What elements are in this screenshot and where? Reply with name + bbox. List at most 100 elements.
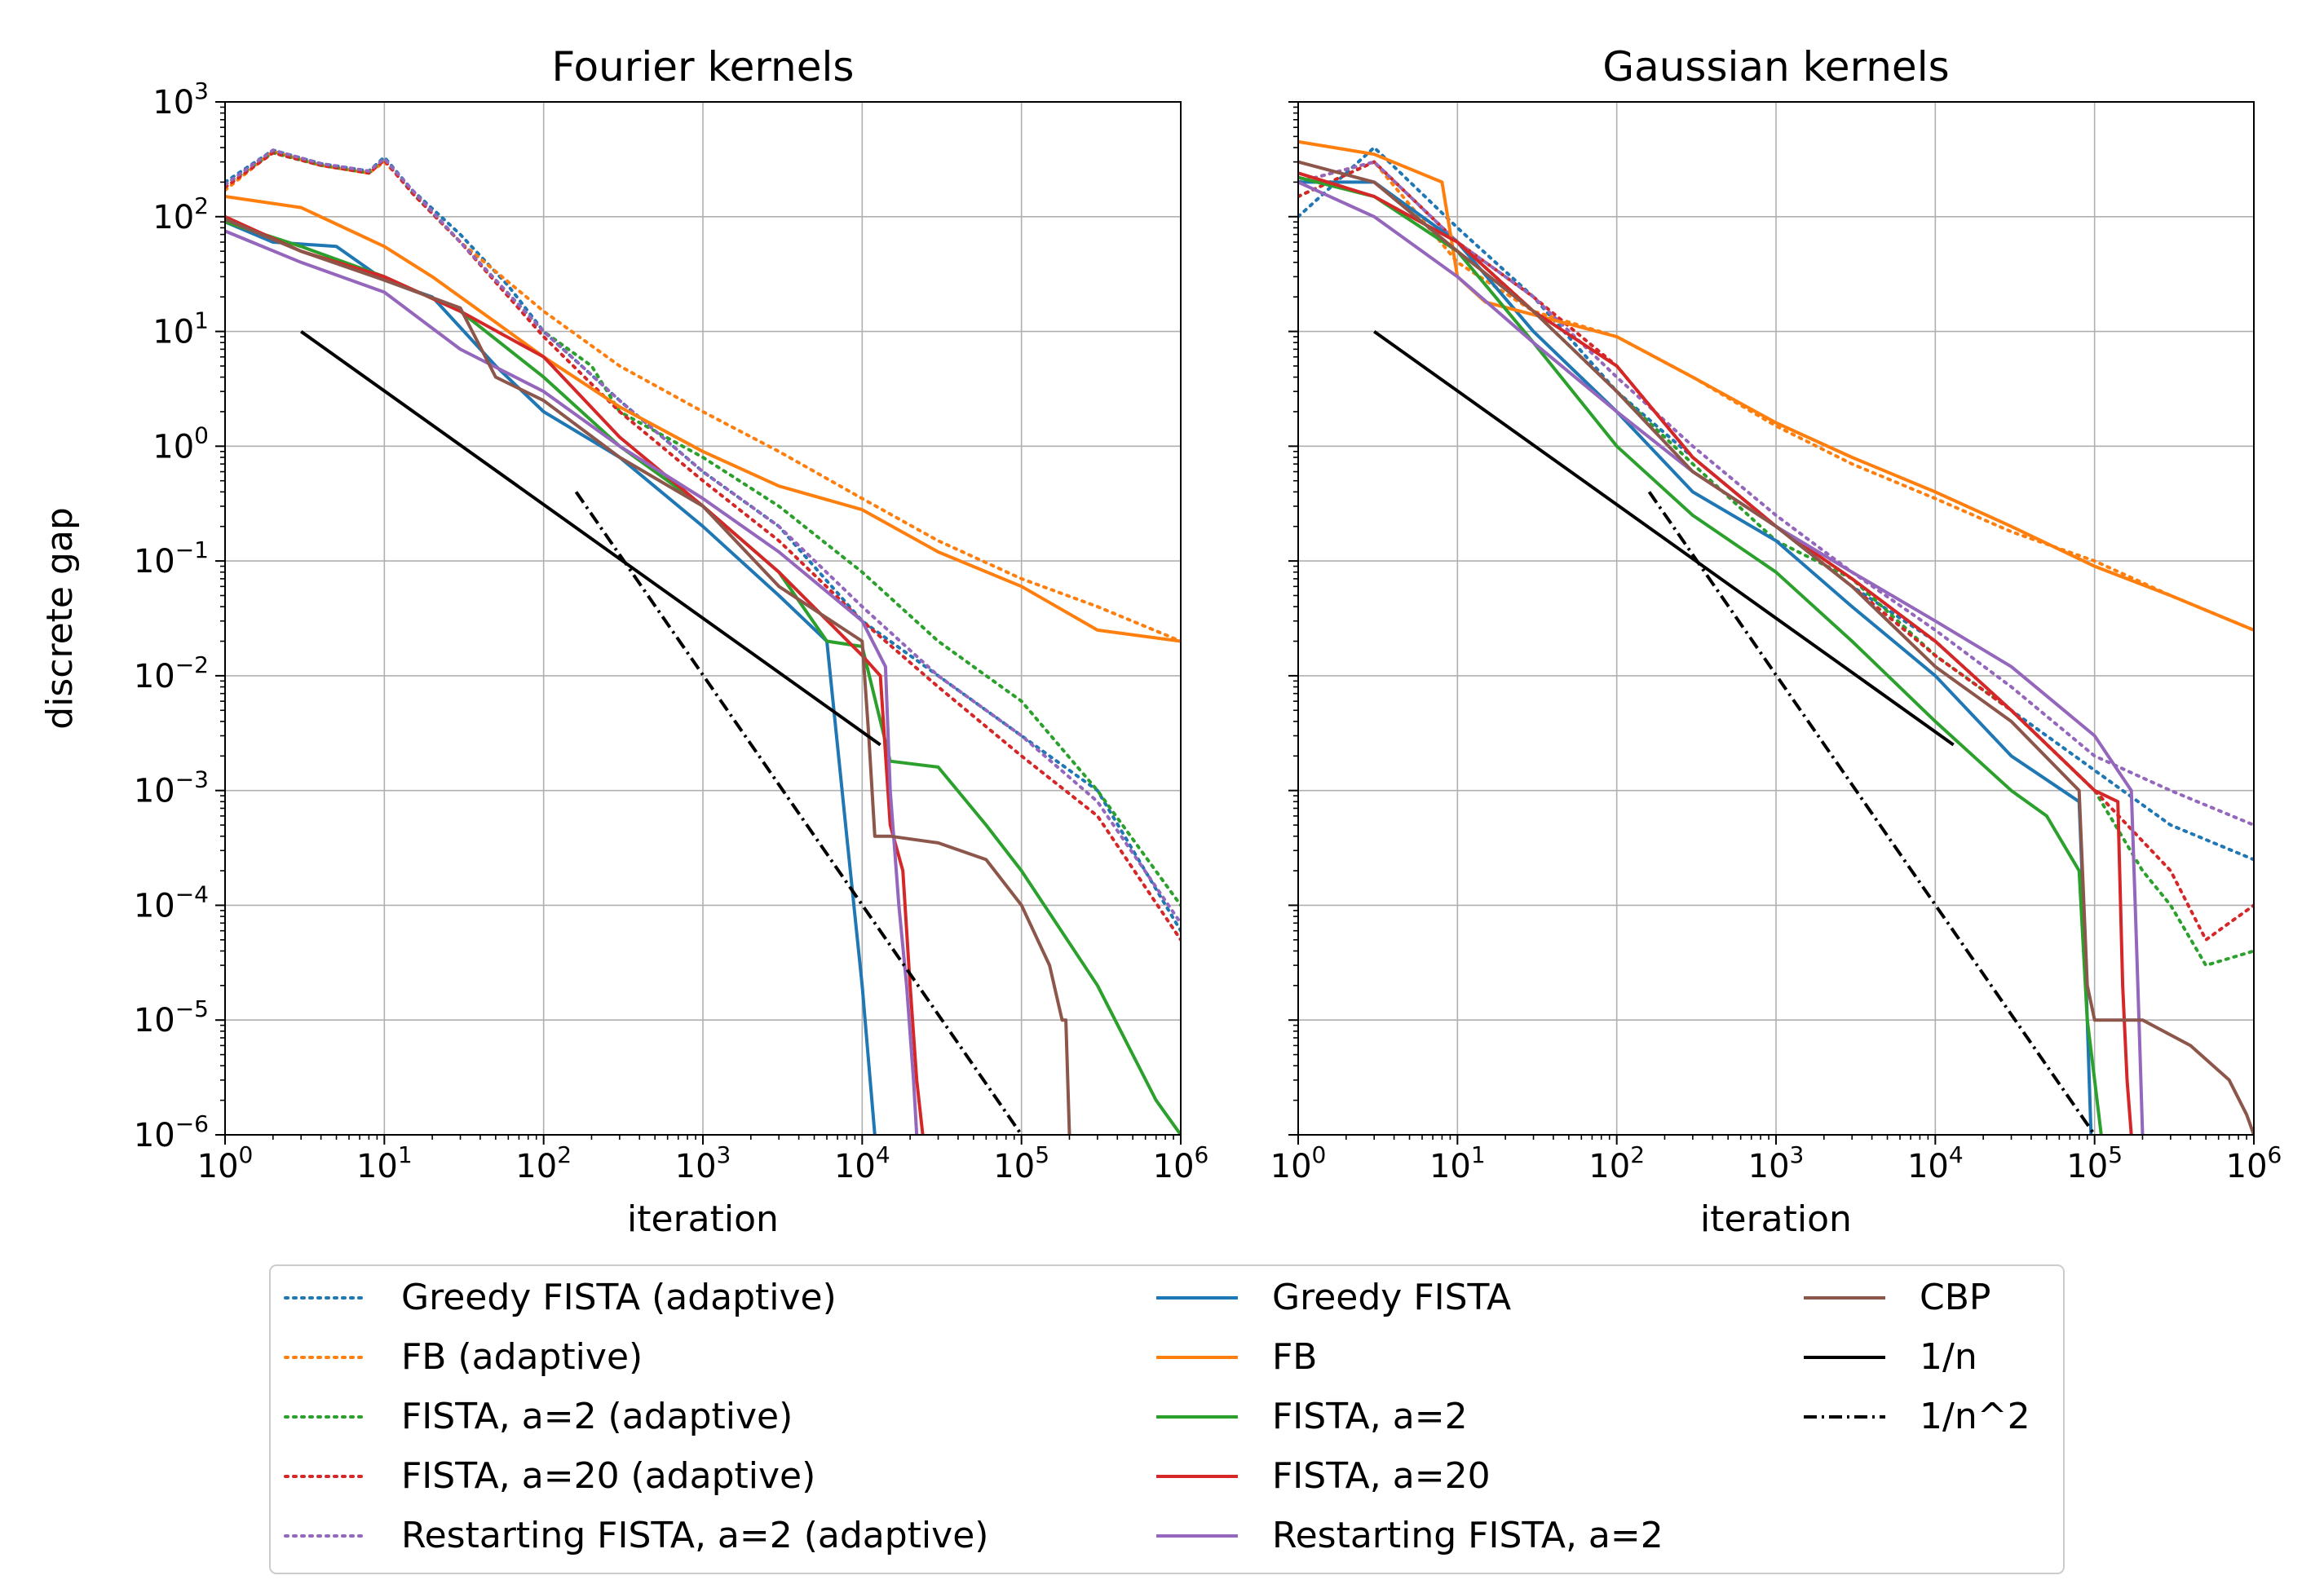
tick-base: 10 bbox=[197, 1148, 239, 1185]
y-tick-label: 10−4 bbox=[134, 880, 209, 924]
legend-label: Restarting FISTA, a=2 (adaptive) bbox=[401, 1515, 988, 1556]
y-axis-label: discrete gap bbox=[39, 507, 81, 730]
x-tick-label: 101 bbox=[1429, 1141, 1486, 1185]
legend-label: 1/n bbox=[1920, 1336, 1977, 1378]
series-line-1-12 bbox=[300, 329, 881, 747]
x-tick-label: 105 bbox=[993, 1141, 1049, 1185]
series-line-1-2 bbox=[225, 149, 1181, 643]
tick-exponent: 3 bbox=[717, 1141, 731, 1168]
legend: Greedy FISTA (adaptive) FB (adaptive) FIST… bbox=[269, 1264, 2065, 1574]
tick-exponent: 5 bbox=[2108, 1141, 2123, 1168]
x-tick-label: 104 bbox=[834, 1141, 890, 1185]
x-tick-label: 100 bbox=[1270, 1141, 1327, 1185]
chart-title: Gaussian kernels bbox=[1602, 43, 1949, 90]
y-tick-label: 100 bbox=[152, 421, 209, 466]
tick-base: 10 bbox=[1153, 1148, 1195, 1185]
tick-exponent: 3 bbox=[1790, 1141, 1805, 1168]
x-tick-label: 105 bbox=[2066, 1141, 2123, 1185]
tick-base: 10 bbox=[134, 773, 175, 810]
tick-exponent: 1 bbox=[398, 1141, 413, 1168]
x-axis-label: iteration bbox=[627, 1198, 779, 1240]
tick-base: 10 bbox=[2226, 1148, 2268, 1185]
tick-base: 10 bbox=[2066, 1148, 2108, 1185]
x-tick-label: 103 bbox=[675, 1141, 731, 1185]
series-line-2-11 bbox=[1298, 160, 2254, 1135]
tick-exponent: 2 bbox=[1630, 1141, 1645, 1168]
series-line-1-6 bbox=[225, 220, 877, 1135]
tick-base: 10 bbox=[993, 1148, 1035, 1185]
legend-label: FB bbox=[1272, 1336, 1318, 1378]
series-group bbox=[225, 148, 1181, 1135]
tick-base: 10 bbox=[152, 428, 194, 466]
tick-exponent: −2 bbox=[175, 651, 209, 678]
series-line-1-7 bbox=[225, 195, 1181, 643]
tick-base: 10 bbox=[152, 199, 194, 236]
tick-base: 10 bbox=[1588, 1148, 1630, 1185]
legend-label: FISTA, a=2 bbox=[1272, 1396, 1468, 1437]
x-axis-label: iteration bbox=[1700, 1198, 1852, 1240]
tick-exponent: 0 bbox=[239, 1141, 254, 1168]
series-line-2-2 bbox=[1298, 160, 2254, 632]
y-tick-label: 10−5 bbox=[134, 995, 209, 1039]
tick-base: 10 bbox=[152, 84, 194, 121]
series-line-2-13 bbox=[1647, 491, 2096, 1135]
x-tick-label: 102 bbox=[515, 1141, 572, 1185]
tick-exponent: −5 bbox=[175, 995, 209, 1022]
tick-base: 10 bbox=[134, 658, 175, 695]
y-tick-label: 10−3 bbox=[134, 766, 209, 810]
x-tick-label: 102 bbox=[1588, 1141, 1645, 1185]
legend-label: CBP bbox=[1920, 1277, 1990, 1318]
x-tick-label: 101 bbox=[356, 1141, 413, 1185]
tick-base: 10 bbox=[1748, 1148, 1790, 1185]
tick-exponent: 0 bbox=[194, 421, 209, 448]
legend-label: FB (adaptive) bbox=[401, 1336, 643, 1378]
series-line-1-10 bbox=[225, 229, 919, 1135]
tick-exponent: 6 bbox=[1195, 1141, 1209, 1168]
legend-label: FISTA, a=20 (adaptive) bbox=[401, 1455, 815, 1497]
legend-box bbox=[269, 1264, 2065, 1574]
y-tick-label: 10−6 bbox=[134, 1110, 209, 1154]
legend-label: Greedy FISTA (adaptive) bbox=[401, 1277, 837, 1318]
tick-base: 10 bbox=[1429, 1148, 1471, 1185]
tick-base: 10 bbox=[134, 1002, 175, 1039]
legend-label: FISTA, a=20 bbox=[1272, 1455, 1491, 1497]
series-line-1-4 bbox=[225, 151, 1181, 942]
series-group bbox=[1298, 139, 2254, 1135]
tick-exponent: 2 bbox=[557, 1141, 572, 1168]
y-tick-label: 103 bbox=[152, 77, 209, 121]
legend-label: FISTA, a=2 (adaptive) bbox=[401, 1396, 793, 1437]
tick-exponent: 3 bbox=[194, 77, 209, 104]
tick-exponent: 2 bbox=[194, 192, 209, 219]
tick-exponent: −3 bbox=[175, 766, 209, 793]
series-line-2-10 bbox=[1298, 180, 2145, 1135]
series-line-2-12 bbox=[1373, 329, 1955, 747]
legend-label: Greedy FISTA bbox=[1272, 1277, 1511, 1318]
series-line-1-5 bbox=[225, 148, 1181, 925]
tick-base: 10 bbox=[1270, 1148, 1312, 1185]
x-tick-label: 106 bbox=[2226, 1141, 2282, 1185]
tick-base: 10 bbox=[1907, 1148, 1949, 1185]
legend-label: Restarting FISTA, a=2 bbox=[1272, 1515, 1663, 1556]
x-tick-label: 106 bbox=[1153, 1141, 1209, 1185]
tick-exponent: −1 bbox=[175, 536, 209, 563]
chart-title: Fourier kernels bbox=[552, 43, 855, 90]
tick-exponent: 0 bbox=[1312, 1141, 1327, 1168]
series-line-1-11 bbox=[225, 218, 1071, 1135]
tick-base: 10 bbox=[152, 314, 194, 351]
tick-base: 10 bbox=[134, 543, 175, 580]
y-tick-label: 101 bbox=[152, 307, 209, 351]
y-tick-label: 10−1 bbox=[134, 536, 209, 580]
tick-base: 10 bbox=[134, 887, 175, 924]
tick-base: 10 bbox=[675, 1148, 717, 1185]
y-tick-label: 102 bbox=[152, 192, 209, 236]
tick-exponent: 1 bbox=[1471, 1141, 1486, 1168]
y-tick-label: 10−2 bbox=[134, 651, 209, 695]
tick-exponent: −6 bbox=[175, 1110, 209, 1137]
tick-base: 10 bbox=[515, 1148, 557, 1185]
x-tick-label: 103 bbox=[1748, 1141, 1805, 1185]
x-tick-label: 100 bbox=[197, 1141, 254, 1185]
series-line-2-8 bbox=[1298, 175, 2103, 1135]
